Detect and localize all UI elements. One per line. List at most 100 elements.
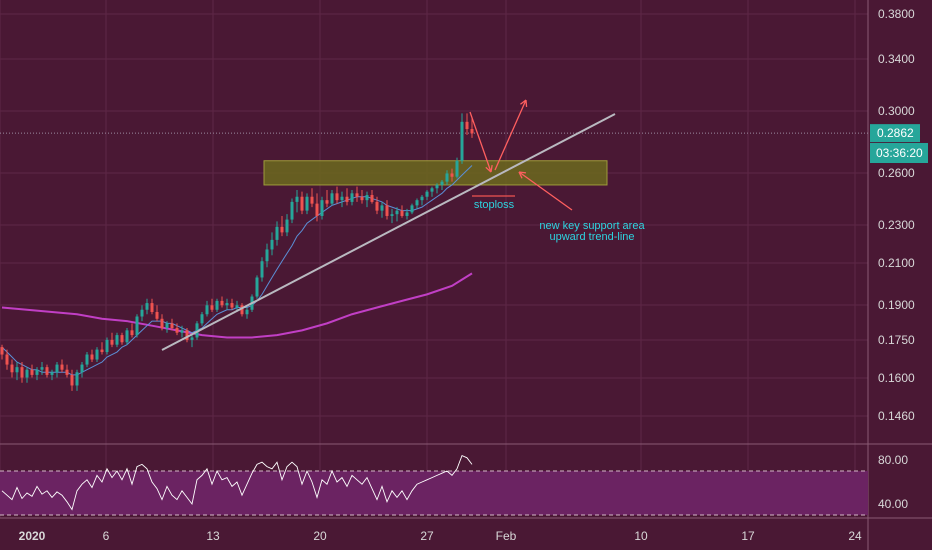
candle[interactable] xyxy=(115,332,119,348)
candle[interactable] xyxy=(170,318,174,331)
candle[interactable] xyxy=(20,362,24,383)
candle[interactable] xyxy=(305,193,309,215)
candle[interactable] xyxy=(100,342,104,355)
candle[interactable] xyxy=(225,298,229,310)
candle[interactable] xyxy=(385,200,389,220)
candle[interactable] xyxy=(470,117,474,138)
candle[interactable] xyxy=(395,207,399,222)
candle[interactable] xyxy=(360,189,364,204)
candle[interactable] xyxy=(370,189,374,204)
candle[interactable] xyxy=(210,298,214,312)
candle[interactable] xyxy=(315,193,319,222)
candle[interactable] xyxy=(140,305,144,322)
candle[interactable] xyxy=(345,188,349,206)
candle[interactable] xyxy=(145,298,149,315)
candle[interactable] xyxy=(110,332,114,348)
candle[interactable] xyxy=(60,359,64,373)
candle[interactable] xyxy=(165,321,169,333)
candle[interactable] xyxy=(280,215,284,237)
candle[interactable] xyxy=(230,298,234,310)
candle[interactable] xyxy=(420,195,424,206)
candle[interactable] xyxy=(435,183,439,194)
candle[interactable] xyxy=(415,198,419,209)
trend-line[interactable] xyxy=(161,113,616,351)
candle[interactable] xyxy=(390,208,394,224)
candle[interactable] xyxy=(410,203,414,215)
arrow-up[interactable] xyxy=(494,99,528,171)
candle-body xyxy=(80,364,84,373)
candle[interactable] xyxy=(240,303,244,317)
candle[interactable] xyxy=(285,214,289,237)
candle[interactable] xyxy=(440,179,444,190)
candle[interactable] xyxy=(295,189,299,213)
candle[interactable] xyxy=(195,321,199,340)
candle[interactable] xyxy=(160,314,164,331)
candle[interactable] xyxy=(25,367,29,383)
candle[interactable] xyxy=(310,188,314,208)
candle[interactable] xyxy=(185,328,189,343)
candle[interactable] xyxy=(40,362,44,375)
candle[interactable] xyxy=(355,186,359,202)
candle[interactable] xyxy=(45,364,49,378)
candle[interactable] xyxy=(400,205,404,218)
candle[interactable] xyxy=(245,307,249,319)
candle[interactable] xyxy=(265,243,269,268)
candle[interactable] xyxy=(460,113,464,164)
candle[interactable] xyxy=(0,344,4,360)
candle[interactable] xyxy=(105,337,109,355)
candle[interactable] xyxy=(270,232,274,256)
candle[interactable] xyxy=(335,186,339,204)
candle[interactable] xyxy=(180,325,184,338)
candle[interactable] xyxy=(445,170,449,185)
candle[interactable] xyxy=(135,314,139,338)
candle[interactable] xyxy=(365,191,369,208)
candle[interactable] xyxy=(30,364,34,378)
candle[interactable] xyxy=(200,311,204,326)
candle[interactable] xyxy=(215,298,219,312)
candle[interactable] xyxy=(155,305,159,322)
candle[interactable] xyxy=(70,369,74,391)
candle[interactable] xyxy=(95,347,99,363)
candle[interactable] xyxy=(15,362,19,381)
candle[interactable] xyxy=(320,196,324,220)
candle[interactable] xyxy=(330,189,334,206)
candle[interactable] xyxy=(255,275,259,299)
candle[interactable] xyxy=(405,208,409,220)
candle[interactable] xyxy=(260,257,264,282)
candle[interactable] xyxy=(35,367,39,381)
candle[interactable] xyxy=(290,198,294,224)
candle[interactable] xyxy=(325,189,329,208)
candle[interactable] xyxy=(75,369,79,391)
candle[interactable] xyxy=(175,323,179,336)
arrow-support[interactable] xyxy=(518,171,573,211)
support-zone-box[interactable] xyxy=(263,160,608,186)
candle[interactable] xyxy=(150,298,154,315)
candle[interactable] xyxy=(125,328,129,345)
candle[interactable] xyxy=(85,352,89,368)
candle[interactable] xyxy=(190,335,194,348)
candle[interactable] xyxy=(340,191,344,208)
candle[interactable] xyxy=(425,189,429,201)
candle[interactable] xyxy=(205,300,209,317)
candle[interactable] xyxy=(50,369,54,381)
candle[interactable] xyxy=(55,362,59,378)
candle[interactable] xyxy=(65,364,69,378)
arrow-down[interactable] xyxy=(469,111,493,173)
candle[interactable] xyxy=(275,221,279,246)
candle[interactable] xyxy=(465,113,469,135)
candle[interactable] xyxy=(10,359,14,378)
candle[interactable] xyxy=(375,196,379,215)
candle[interactable] xyxy=(450,168,454,182)
candle[interactable] xyxy=(380,201,384,218)
candle[interactable] xyxy=(300,191,304,215)
candle[interactable] xyxy=(350,189,354,206)
candle[interactable] xyxy=(90,349,94,363)
candle[interactable] xyxy=(5,349,9,370)
candle[interactable] xyxy=(120,332,124,345)
candle[interactable] xyxy=(430,186,434,197)
candle[interactable] xyxy=(455,157,459,179)
candle[interactable] xyxy=(130,323,134,338)
candle[interactable] xyxy=(220,296,224,308)
candle[interactable] xyxy=(80,362,84,378)
